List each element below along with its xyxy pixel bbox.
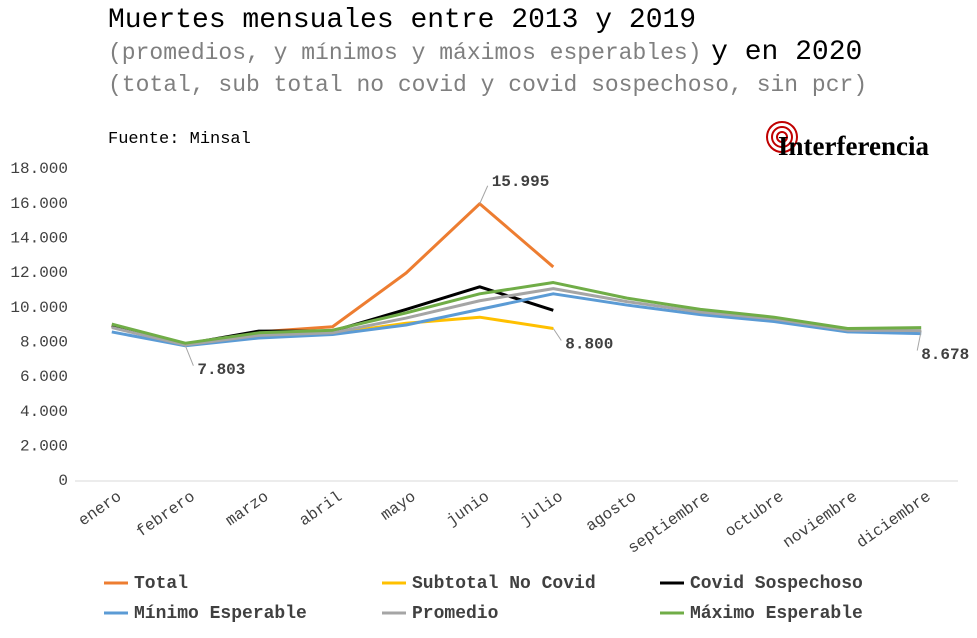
series-line [111, 281, 922, 345]
y-tick-label: 4.000 [20, 403, 68, 421]
title-block: Muertes mensuales entre 2013 y 2019 (pro… [108, 6, 878, 102]
legend-label: Total [134, 574, 188, 594]
series-line [111, 202, 555, 346]
y-tick-label: 2.000 [20, 438, 68, 456]
series-line [111, 292, 922, 348]
chart-title-2: y en 2020 [711, 37, 863, 68]
series-line [111, 287, 922, 347]
y-tick-label: 6.000 [20, 368, 68, 386]
leader-line [552, 328, 562, 341]
y-tick-label: 16.000 [10, 195, 68, 213]
legend-label: Promedio [412, 604, 498, 624]
leader-line [916, 330, 922, 351]
legend-label: Mínimo Esperable [134, 604, 307, 624]
legend-label: Máximo Esperable [690, 604, 863, 624]
chart-subtitle: (promedios, y mínimos y máximos esperabl… [108, 40, 702, 66]
x-tick-label: octubre [722, 488, 787, 541]
legend-label: Covid Sospechoso [690, 574, 863, 594]
data-label: 8.678 [921, 346, 969, 364]
leader-line [479, 185, 489, 204]
x-tick-label: septiembre [625, 488, 714, 558]
legend-label: Subtotal No Covid [412, 574, 596, 594]
data-label: 8.800 [565, 336, 613, 354]
chart-subtitle-2: (total, sub total no covid y covid sospe… [108, 72, 868, 98]
x-tick-label: abril [296, 488, 346, 530]
x-tick-label: agosto [583, 488, 641, 536]
x-tick-label: marzo [223, 488, 273, 530]
data-label: 7.803 [197, 361, 245, 379]
x-tick-label: junio [443, 488, 493, 530]
logo: Interferencia [778, 131, 929, 161]
x-tick-label: diciembre [853, 488, 934, 552]
leader-line [184, 345, 194, 366]
data-label: 15.995 [492, 173, 550, 191]
x-tick-label: febrero [133, 488, 198, 541]
x-tick-label: mayo [378, 488, 420, 525]
y-tick-label: 10.000 [10, 299, 68, 317]
y-tick-label: 12.000 [10, 264, 68, 282]
y-tick-label: 18.000 [10, 160, 68, 178]
source: Fuente: Minsal [108, 130, 251, 149]
x-tick-label: julio [517, 488, 567, 530]
y-tick-label: 8.000 [20, 334, 68, 352]
chart-title: Muertes mensuales entre 2013 y 2019 [108, 5, 697, 36]
x-tick-label: enero [75, 488, 125, 530]
y-tick-label: 14.000 [10, 230, 68, 248]
y-tick-label: 0 [58, 472, 68, 490]
logo-icon [766, 121, 798, 153]
x-tick-label: noviembre [780, 488, 861, 552]
